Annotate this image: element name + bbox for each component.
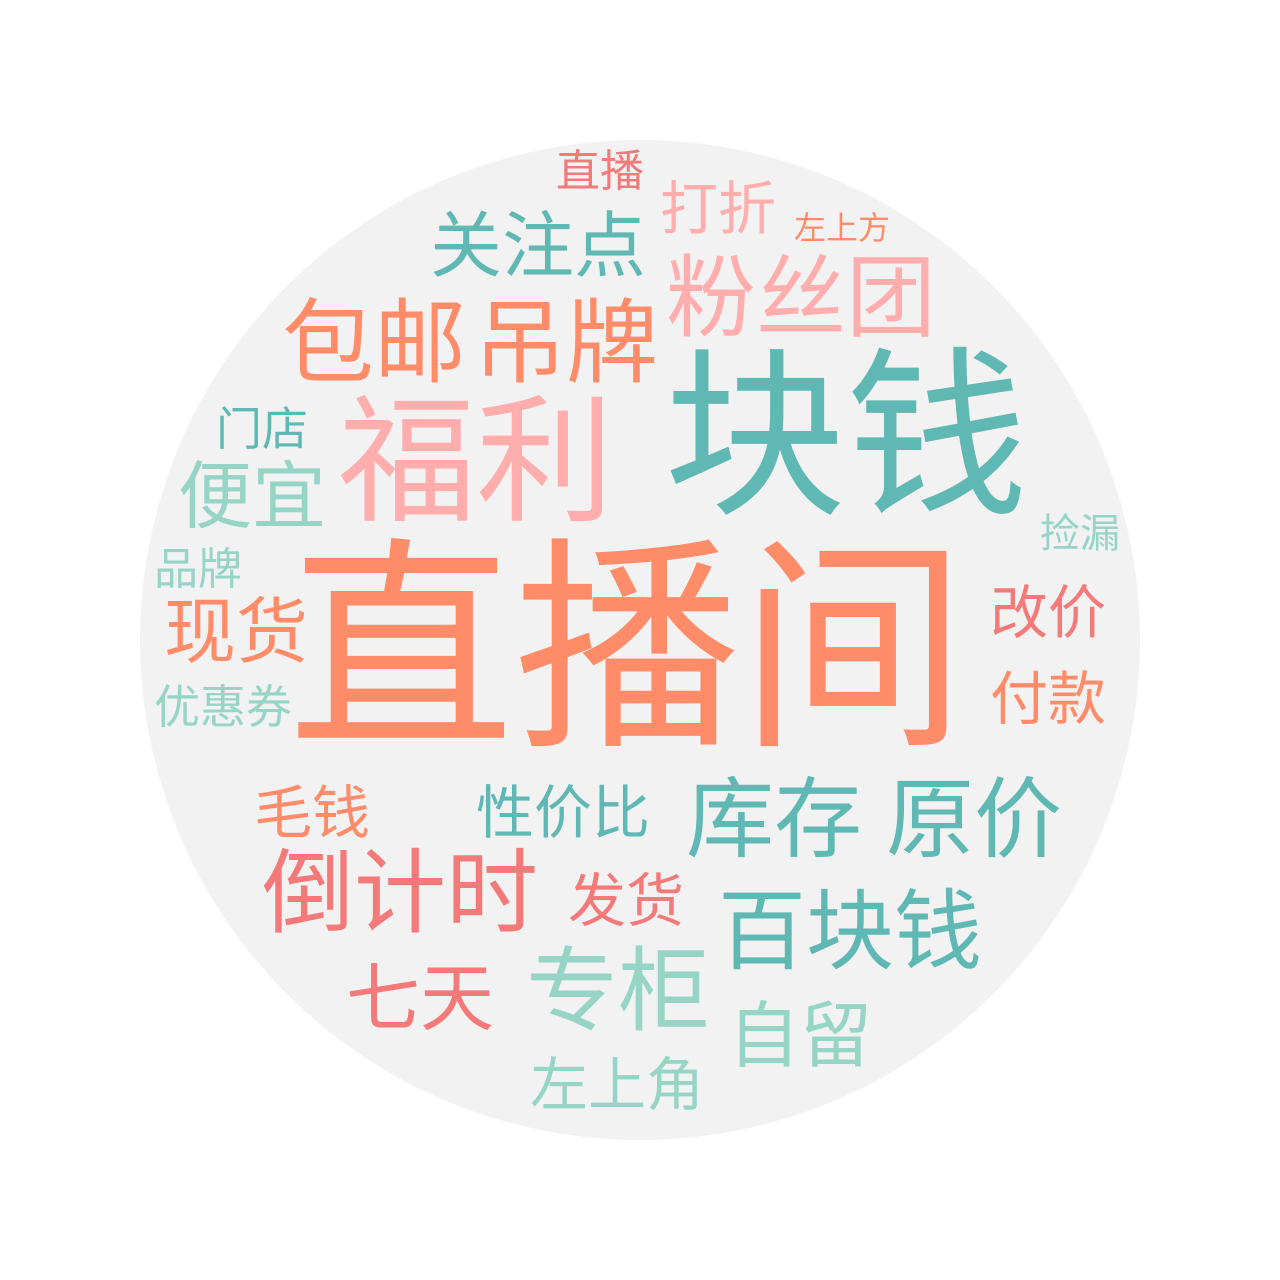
word-fahuo: 发货 [568,867,685,935]
word-baoyou: 包邮 [282,290,467,397]
word-kucun: 库存 [686,768,863,871]
word-kuaiqian: 块钱 [664,331,1028,543]
word-xingjiabi: 性价比 [476,779,651,847]
word-mendian: 门店 [216,402,308,456]
word-youhuiquan: 优惠券 [154,680,292,734]
word-dazhe: 打折 [660,175,777,243]
word-xianhuo: 现货 [164,590,309,674]
word-diaopai: 吊牌 [474,290,659,397]
word-fuli: 福利 [338,382,615,543]
word-zuoshangfang: 左上方 [794,209,891,247]
word-zhuangui: 专柜 [526,938,711,1045]
word-pinpai: 品牌 [154,544,242,595]
word-qitian: 七天 [346,956,494,1042]
word-pianyi: 便宜 [178,454,326,540]
word-zhibo: 直播 [556,146,644,197]
word-maoqian: 毛钱 [254,779,371,847]
word-fensituan: 粉丝团 [666,246,936,351]
word-ziliu: 自留 [728,994,873,1078]
word-zhibojian: 直播间 [288,519,967,782]
word-fukuan: 付款 [990,665,1107,733]
cloud-circle-background [140,140,1140,1140]
word-baikuaiqian: 百块钱 [718,880,983,983]
word-zuoshangjiao: 左上角 [530,1051,705,1119]
word-yuanjia: 原价 [886,768,1063,871]
word-guanzhudian: 关注点 [430,204,647,288]
word-daojishi: 倒计时 [262,840,539,947]
word-gaijia: 改价 [990,579,1107,647]
word-jianlou: 捡漏 [1040,511,1120,557]
